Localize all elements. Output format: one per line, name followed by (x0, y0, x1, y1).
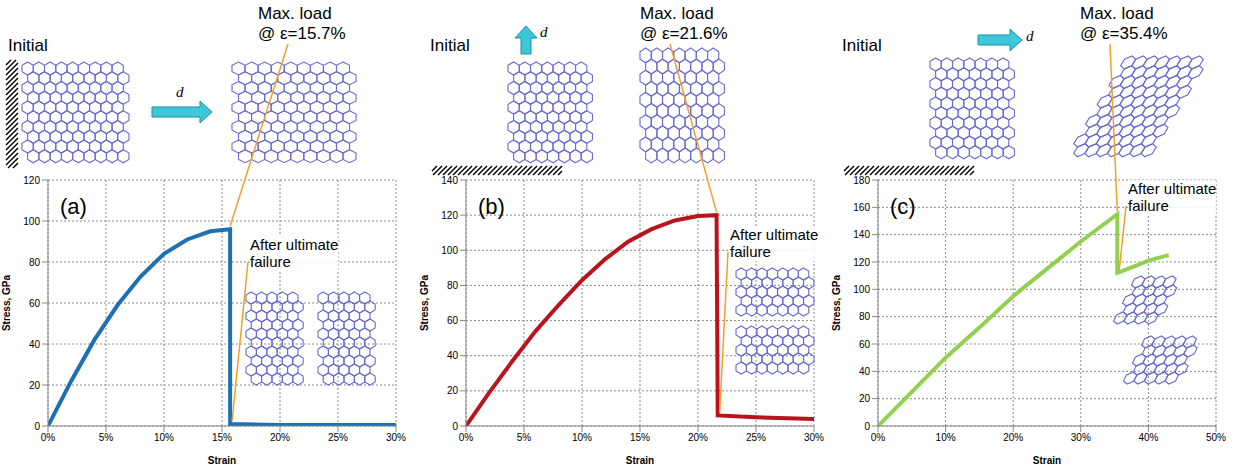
svg-text:15%: 15% (630, 432, 650, 443)
svg-text:0: 0 (864, 421, 870, 432)
svg-text:120: 120 (441, 210, 458, 221)
svg-text:140: 140 (441, 175, 458, 186)
html-text:@ ε=21.6%: @ ε=21.6% (640, 23, 728, 43)
svg-text:80: 80 (859, 311, 871, 322)
svg-text:Strain: Strain (208, 455, 236, 466)
html-text:d: d (540, 24, 548, 40)
svg-text:20%: 20% (1003, 432, 1023, 443)
html-text:failure: failure (1128, 197, 1169, 215)
html-text:Initial: Initial (430, 36, 470, 55)
html-text:(c): (c) (890, 194, 916, 219)
svg-text:60: 60 (29, 298, 41, 309)
svg-text:20%: 20% (688, 432, 708, 443)
svg-text:120: 120 (23, 175, 40, 186)
html-text:failure: failure (250, 253, 291, 271)
svg-text:5%: 5% (99, 432, 114, 443)
html-text:After ultimate: After ultimate (250, 236, 339, 253)
html-text:Max. load: Max. load (1080, 4, 1154, 23)
svg-text:Stress, GPa: Stress, GPa (1, 274, 12, 331)
html-text:(b): (b) (478, 194, 505, 219)
svg-text:80: 80 (447, 280, 459, 291)
svg-text:100: 100 (853, 284, 870, 295)
html-text:@ ε=15.7%: @ ε=15.7% (258, 23, 346, 43)
svg-text:Stress, GPa: Stress, GPa (831, 274, 842, 331)
svg-text:30%: 30% (386, 432, 406, 443)
html-text:After ultimate: After ultimate (730, 226, 819, 243)
svg-text:30%: 30% (804, 432, 824, 443)
html-text:Max. load: Max. load (258, 4, 332, 23)
svg-text:20%: 20% (270, 432, 290, 443)
svg-text:140: 140 (853, 229, 870, 240)
html-text:failure: failure (730, 243, 771, 261)
svg-text:40%: 40% (1138, 432, 1158, 443)
svg-text:Strain: Strain (1033, 455, 1061, 466)
svg-text:10%: 10% (936, 432, 956, 443)
svg-text:25%: 25% (328, 432, 348, 443)
svg-text:100: 100 (23, 216, 40, 227)
svg-text:Strain: Strain (626, 455, 654, 466)
svg-text:100: 100 (441, 245, 458, 256)
svg-text:120: 120 (853, 257, 870, 268)
html-text:Initial: Initial (8, 36, 48, 55)
svg-text:40: 40 (447, 350, 459, 361)
html-text:Max. load: Max. load (640, 4, 714, 23)
svg-text:20: 20 (859, 393, 871, 404)
svg-text:30%: 30% (1071, 432, 1091, 443)
svg-text:0: 0 (34, 421, 40, 432)
svg-text:60: 60 (859, 339, 871, 350)
html-text:(a): (a) (60, 194, 87, 219)
svg-text:20: 20 (29, 380, 41, 391)
html-text:@ ε=35.4%: @ ε=35.4% (1080, 23, 1168, 43)
svg-text:180: 180 (853, 175, 870, 186)
svg-text:0%: 0% (41, 432, 56, 443)
svg-text:15%: 15% (212, 432, 232, 443)
html-text:After ultimate: After ultimate (1128, 180, 1217, 197)
svg-text:80: 80 (29, 257, 41, 268)
svg-text:10%: 10% (154, 432, 174, 443)
svg-text:0%: 0% (459, 432, 474, 443)
svg-text:160: 160 (853, 202, 870, 213)
html-text:d: d (1026, 28, 1034, 44)
svg-text:50%: 50% (1206, 432, 1226, 443)
svg-text:0: 0 (452, 421, 458, 432)
svg-text:40: 40 (859, 366, 871, 377)
svg-text:25%: 25% (746, 432, 766, 443)
svg-text:10%: 10% (572, 432, 592, 443)
html-text:Initial: Initial (842, 36, 882, 55)
html-text:d: d (176, 84, 184, 100)
svg-text:20: 20 (447, 385, 459, 396)
svg-text:0%: 0% (871, 432, 886, 443)
svg-text:5%: 5% (517, 432, 532, 443)
svg-text:Stress, GPa: Stress, GPa (419, 274, 430, 331)
svg-text:40: 40 (29, 339, 41, 350)
svg-text:60: 60 (447, 315, 459, 326)
